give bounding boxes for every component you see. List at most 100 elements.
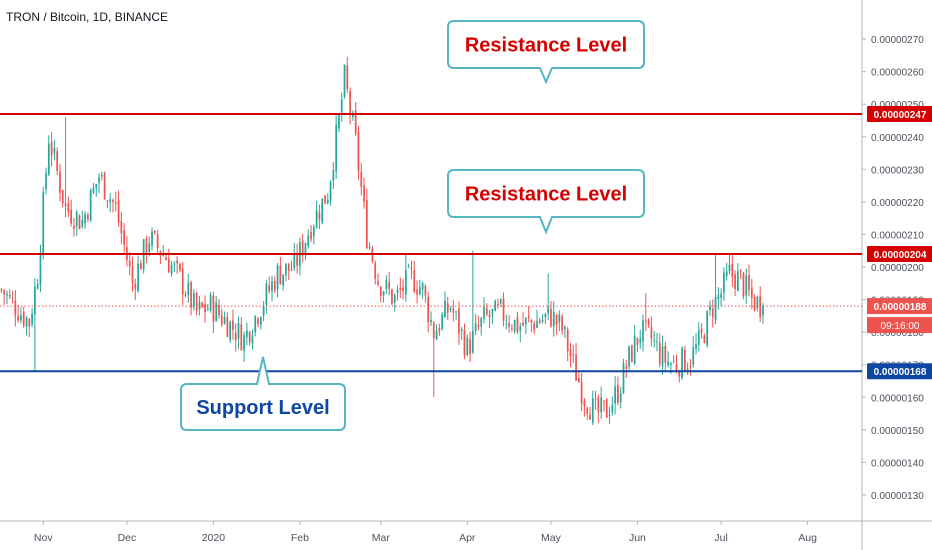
candle-body[interactable]	[558, 314, 561, 323]
candle-body[interactable]	[416, 289, 418, 295]
candle-body[interactable]	[664, 345, 667, 363]
candle-body[interactable]	[352, 113, 354, 118]
candle-body[interactable]	[170, 264, 173, 274]
candle-body[interactable]	[114, 202, 117, 204]
candle-body[interactable]	[84, 214, 86, 224]
candle-body[interactable]	[681, 347, 683, 379]
candle-body[interactable]	[424, 286, 427, 296]
candle-body[interactable]	[89, 190, 92, 222]
candle-body[interactable]	[14, 300, 17, 316]
candle-body[interactable]	[64, 203, 67, 206]
candle-body[interactable]	[438, 327, 441, 332]
candle-body[interactable]	[360, 171, 363, 188]
candle-body[interactable]	[176, 260, 179, 264]
candle-body[interactable]	[53, 148, 56, 154]
candle-body[interactable]	[151, 231, 153, 246]
candle-body[interactable]	[564, 326, 566, 330]
candle-body[interactable]	[502, 298, 505, 321]
candle-body[interactable]	[131, 266, 134, 284]
candle-body[interactable]	[184, 294, 187, 296]
candle-body[interactable]	[73, 225, 75, 229]
candle-body[interactable]	[597, 397, 600, 412]
candle-body[interactable]	[572, 353, 575, 355]
candle-body[interactable]	[36, 284, 39, 289]
candle-body[interactable]	[70, 209, 73, 224]
candle-body[interactable]	[34, 286, 36, 315]
candle-body[interactable]	[455, 311, 457, 313]
candle-body[interactable]	[103, 172, 106, 200]
candle-body[interactable]	[678, 371, 681, 377]
candle-body[interactable]	[195, 292, 198, 311]
candle-body[interactable]	[717, 295, 720, 299]
candle-body[interactable]	[402, 287, 404, 292]
candle-body[interactable]	[650, 326, 653, 339]
candle-body[interactable]	[731, 263, 734, 277]
candle-body[interactable]	[321, 198, 324, 223]
candle-body[interactable]	[683, 349, 686, 372]
candle-body[interactable]	[193, 293, 195, 307]
candle-body[interactable]	[28, 318, 31, 327]
candle-body[interactable]	[524, 317, 527, 325]
callout-box[interactable]	[447, 20, 645, 85]
candle-body[interactable]	[405, 270, 407, 295]
candle-body[interactable]	[474, 323, 477, 331]
candle-body[interactable]	[522, 322, 524, 326]
candle-body[interactable]	[100, 174, 103, 177]
candle-body[interactable]	[374, 263, 377, 279]
candle-body[interactable]	[287, 263, 290, 271]
candle-body[interactable]	[589, 414, 591, 420]
candle-body[interactable]	[179, 263, 181, 271]
candle-body[interactable]	[338, 114, 340, 129]
candle-body[interactable]	[240, 324, 243, 351]
candle-body[interactable]	[251, 335, 254, 344]
candle-body[interactable]	[644, 320, 647, 322]
candle-body[interactable]	[243, 334, 245, 351]
candle-body[interactable]	[92, 187, 95, 193]
candle-body[interactable]	[603, 400, 605, 402]
candle-body[interactable]	[700, 328, 703, 333]
candle-body[interactable]	[499, 299, 502, 304]
candle-body[interactable]	[709, 306, 711, 311]
candle-body[interactable]	[17, 315, 19, 321]
candle-body[interactable]	[8, 294, 11, 297]
candle-body[interactable]	[647, 319, 650, 326]
candle-body[interactable]	[580, 381, 583, 404]
candle-body[interactable]	[628, 346, 630, 367]
candle-body[interactable]	[326, 200, 329, 204]
candle-body[interactable]	[234, 333, 237, 341]
candle-body[interactable]	[513, 319, 516, 332]
candle-body[interactable]	[229, 321, 232, 340]
candle-body[interactable]	[745, 275, 748, 296]
candle-body[interactable]	[206, 308, 209, 310]
candle-body[interactable]	[449, 308, 452, 311]
candle-body[interactable]	[248, 332, 251, 343]
candle-body[interactable]	[117, 200, 120, 223]
candle-body[interactable]	[728, 264, 731, 272]
candle-body[interactable]	[611, 404, 614, 413]
candle-body[interactable]	[555, 315, 558, 325]
candle-body[interactable]	[332, 170, 335, 182]
candle-body[interactable]	[435, 330, 438, 340]
candle-body[interactable]	[254, 316, 257, 333]
candle-body[interactable]	[45, 172, 47, 190]
candle-body[interactable]	[218, 304, 220, 316]
candle-body[interactable]	[343, 64, 346, 97]
candle-body[interactable]	[672, 361, 675, 363]
candle-body[interactable]	[706, 311, 709, 346]
candle-body[interactable]	[711, 308, 714, 317]
candle-body[interactable]	[617, 384, 619, 403]
candle-body[interactable]	[296, 254, 298, 266]
candle-body[interactable]	[162, 255, 165, 257]
candle-body[interactable]	[22, 311, 25, 326]
candle-body[interactable]	[273, 281, 276, 291]
candle-body[interactable]	[140, 263, 142, 270]
candle-body[interactable]	[742, 273, 745, 297]
candle-body[interactable]	[357, 132, 360, 171]
candle-body[interactable]	[232, 320, 234, 330]
candle-body[interactable]	[605, 399, 608, 418]
candle-body[interactable]	[226, 317, 229, 338]
callout-box[interactable]	[447, 169, 645, 235]
candle-body[interactable]	[346, 65, 349, 90]
candle-body[interactable]	[544, 313, 547, 317]
candle-body[interactable]	[444, 300, 446, 318]
